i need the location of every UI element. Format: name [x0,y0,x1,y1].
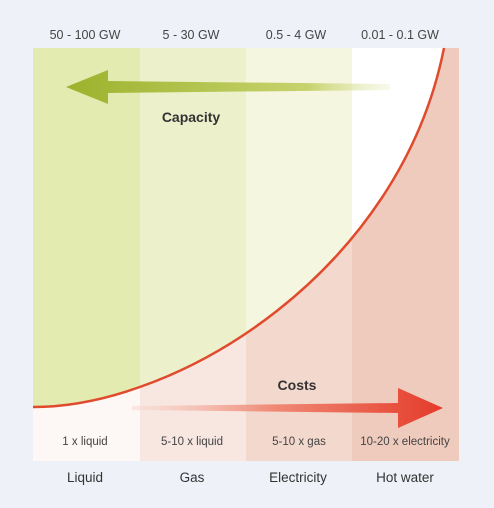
capacity-header-hot-water: 0.01 - 0.1 GW [361,28,439,42]
cost-capacity-curve [32,47,446,409]
capacity-header-electricity: 0.5 - 4 GW [266,28,327,42]
cost-label-electricity: 5-10 x gas [272,436,326,448]
capacity-header-liquid: 50 - 100 GW [50,28,121,42]
cost-label-liquid: 1 x liquid [62,436,107,448]
costs-arrow-icon [132,388,443,428]
capacity-headers: 50 - 100 GW 5 - 30 GW 0.5 - 4 GW 0.01 - … [50,28,440,42]
capacity-label: Capacity [162,109,221,125]
capacity-band-liquid [33,48,140,407]
cost-label-gas: 5-10 x liquid [161,436,223,448]
cost-label-hot-water: 10-20 x electricity [360,436,450,448]
column-labels: Liquid Gas Electricity Hot water [67,470,434,485]
cost-labels: 1 x liquid 5-10 x liquid 5-10 x gas 10-2… [62,436,450,448]
costs-label: Costs [278,377,317,393]
column-label-liquid: Liquid [67,470,103,485]
capacity-header-gas: 5 - 30 GW [163,28,220,42]
capacity-arrow-icon [66,70,390,104]
column-label-hot-water: Hot water [376,470,434,485]
column-label-gas: Gas [180,470,205,485]
column-label-electricity: Electricity [269,470,327,485]
